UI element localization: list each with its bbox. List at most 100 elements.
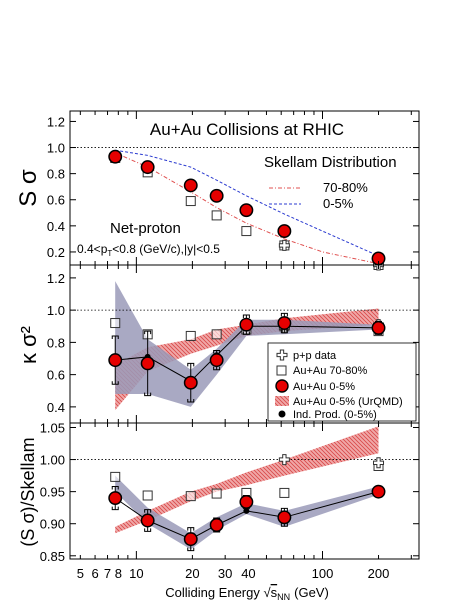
marker-circle: [183, 532, 198, 547]
marker-square: [110, 471, 121, 482]
marker-square: [211, 488, 222, 499]
legend-label-urqmd: Au+Au 0-5% (UrQMD): [293, 396, 403, 408]
marker-circle: [371, 320, 386, 335]
marker-square: [142, 490, 153, 501]
legend-marker-urqmd: [275, 396, 289, 406]
marker-circle: [239, 317, 254, 332]
marker-square: [279, 487, 290, 498]
y-tick-label: 0.4: [47, 219, 65, 234]
band-urqmd: [115, 426, 379, 534]
marker-square: [185, 330, 196, 341]
panel-middle-yticks: 0.4 0.6 0.8 1.0 1.2: [47, 271, 419, 415]
marker-circle: [140, 356, 155, 371]
legend-label-05: 0-5%: [323, 196, 354, 211]
marker-circle: [277, 224, 292, 239]
marker-square: [110, 318, 121, 329]
panel-middle-legend: p+p data Au+Au 70-80% Au+Au 0-5% Au+Au 0…: [267, 342, 417, 422]
marker-circle: [183, 178, 198, 193]
legend-cross-shape: [276, 349, 288, 361]
marker-circle: [371, 484, 386, 499]
marker-circle: [209, 518, 224, 532]
x-tick-label: 30: [218, 566, 232, 581]
panel-bottom-ylabel: (S σ)/Skellam: [18, 437, 38, 546]
marker-circle: [277, 316, 292, 330]
y-tick-label: 0.8: [47, 167, 65, 182]
marker-circle: [140, 513, 155, 528]
marker-circle: [209, 188, 224, 203]
y-tick-label: 0.8: [47, 335, 65, 350]
marker-circle: [183, 375, 198, 390]
y-tick-label: 0.6: [47, 368, 65, 383]
panel-bottom-xticks: [79, 423, 412, 559]
y-tick-label: 0.85: [40, 549, 65, 564]
panel-top-ylabel: S σ: [15, 169, 42, 207]
panel-top-legend: 70-80% 0-5%: [269, 180, 368, 211]
x-tick-label: 100: [312, 566, 334, 581]
legend-label-pp: p+p data: [293, 350, 337, 362]
error-cap: [242, 314, 250, 335]
legend-label-7080: 70-80%: [323, 180, 368, 195]
x-tick-label: 40: [241, 566, 255, 581]
marker-circle: [239, 203, 254, 218]
x-tick-label: 5: [77, 566, 84, 581]
y-tick-label: 1.2: [47, 114, 65, 129]
marker-circle: [239, 494, 254, 509]
marker-dot: [243, 507, 250, 514]
panel-bottom-markers: [108, 454, 386, 552]
curve-0-5: [115, 149, 379, 257]
marker-cross: [373, 457, 385, 469]
marker-circle: [108, 149, 123, 164]
error-cap: [111, 335, 119, 385]
y-tick-label: 0.90: [40, 517, 65, 532]
netproton-label: Net-proton: [110, 220, 181, 237]
error-cap: [187, 362, 195, 403]
panel-middle-ylabel: κ σ²: [16, 326, 41, 364]
panel-top-title: Au+Au Collisions at RHIC: [150, 120, 344, 139]
panel-bottom-bands: [115, 426, 379, 550]
x-tick-label: 20: [185, 566, 199, 581]
error-cap: [111, 486, 119, 511]
marker-circle: [277, 510, 292, 525]
panel-top-curves: [114, 149, 379, 265]
x-tick-label: 8: [115, 566, 122, 581]
panel-middle-xticks: [79, 265, 412, 423]
x-tick-labels: 5 6 7 8 10 20 30 40 100 200: [77, 566, 390, 581]
legend-label-au05: Au+Au 0-5%: [293, 381, 355, 393]
marker-circle: [140, 160, 155, 175]
marker-circle: [108, 491, 123, 506]
marker-circle: [108, 353, 123, 368]
marker-square: [241, 226, 252, 237]
panel-bottom-frame: [69, 422, 420, 560]
skellam-label: Skellam Distribution: [264, 154, 397, 171]
y-tick-label: 1.05: [40, 420, 65, 435]
error-cap: [144, 330, 152, 397]
legend-label-au7080: Au+Au 70-80%: [293, 365, 368, 377]
legend-marker-indprod: [278, 410, 286, 418]
panel-bottom: 0.85 0.90 0.95 1.00 1.05 (S σ)/Skellam: [18, 420, 420, 564]
legend-label-indprod: Ind. Prod. (0-5%): [293, 409, 377, 421]
marker-cross: [278, 239, 290, 251]
panel-middle-markers: [108, 312, 386, 403]
error-cap: [187, 527, 195, 552]
y-tick-label: 0.6: [47, 193, 65, 208]
panel-middle: 0.4 0.6 0.8 1.0 1.2 κ σ² p+p data Au+Au 70-8…: [16, 264, 420, 424]
y-tick-label: 1.0: [47, 303, 65, 318]
x-tick-label: 200: [368, 566, 390, 581]
legend-marker-pp: [276, 349, 288, 361]
x-tick-label: 6: [91, 566, 98, 581]
error-cap: [280, 312, 288, 334]
y-tick-label: 1.00: [40, 453, 65, 468]
legend-marker-7080: [276, 365, 287, 376]
panel-top-xticks: [79, 111, 412, 265]
legend-box: [267, 342, 417, 422]
marker-square: [185, 196, 196, 207]
x-tick-label: 10: [129, 566, 143, 581]
legend-marker-au05: [275, 379, 289, 393]
error-cap: [144, 509, 152, 532]
cuts-label: 0.4<pT<0.8 (GeV/c),|y|<0.5: [77, 242, 220, 258]
marker-square: [211, 329, 222, 340]
y-tick-label: 0.2: [47, 245, 65, 260]
panel-top: 0.2 0.4 0.6 0.8 1.0 1.2 Au+Au Collisions at R…: [15, 110, 420, 271]
marker-cross: [278, 454, 290, 466]
